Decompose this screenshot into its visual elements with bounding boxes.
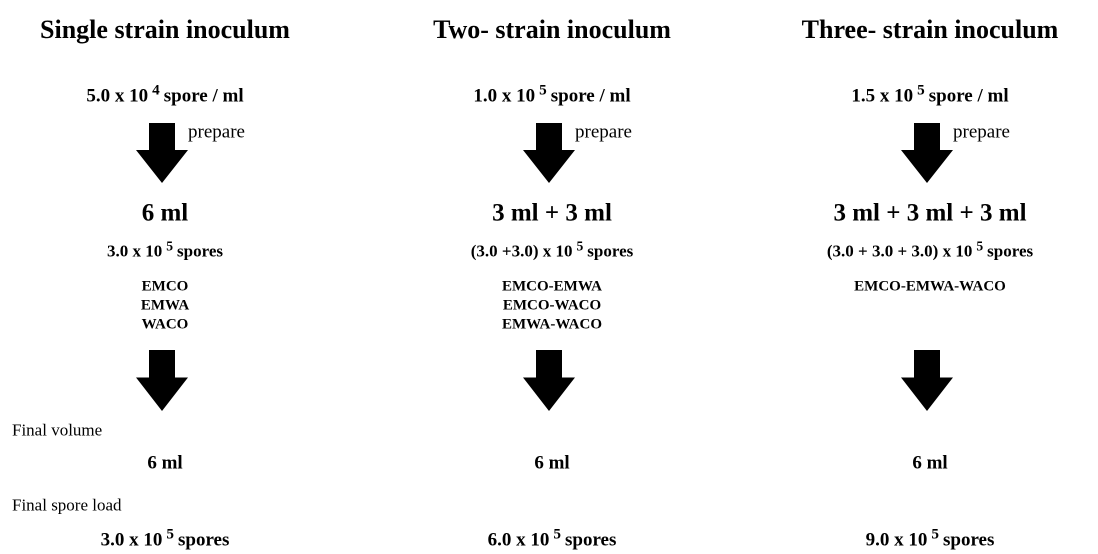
row-label: Final spore load — [12, 495, 122, 515]
final-spores-mantissa: 6.0 x 10 — [487, 529, 550, 551]
strain: WACO — [141, 316, 189, 333]
concentration-exponent: 5 — [539, 81, 547, 99]
strain: EMCO-WACO — [502, 297, 602, 314]
concentration: 1.5 x 10 5 spore / ml — [851, 83, 1009, 107]
concentration: 1.0 x 10 5 spore / ml — [473, 83, 631, 107]
column-title: Three- strain inoculum — [801, 15, 1059, 44]
arrow — [901, 123, 953, 183]
strain: EMCO-EMWA — [502, 278, 602, 295]
volume: 6 ml — [141, 199, 189, 227]
spore-count-unit: spores — [987, 241, 1034, 261]
strain: EMCO-EMWA-WACO — [854, 278, 1006, 295]
spore-count-unit: spores — [587, 241, 634, 261]
final-volume: 6 ml — [147, 452, 183, 474]
step-label: prepare — [188, 121, 245, 143]
arrow — [136, 350, 188, 411]
concentration-mantissa: 1.0 x 10 — [473, 85, 536, 107]
spore-count: (3.0 + 3.0 + 3.0) x 10 5 spores — [826, 239, 1034, 261]
final-spores-exponent: 5 — [553, 525, 561, 543]
concentration: 5.0 x 10 4 spore / ml — [86, 83, 244, 107]
column-title: Single strain inoculum — [40, 15, 290, 44]
volume: 3 ml + 3 ml + 3 ml — [833, 199, 1027, 227]
final-spores-exponent: 5 — [166, 525, 174, 543]
final-spores: 9.0 x 10 5 spores — [865, 527, 995, 551]
spore-count-exponent: 5 — [576, 238, 584, 254]
final-spores: 3.0 x 10 5 spores — [100, 527, 230, 551]
final-volume: 6 ml — [534, 452, 570, 474]
final-spores: 6.0 x 10 5 spores — [487, 527, 617, 551]
concentration-exponent: 5 — [917, 81, 925, 99]
column-title: Two- strain inoculum — [433, 15, 671, 44]
arrow — [136, 123, 188, 183]
final-spores-unit: spores — [564, 529, 617, 551]
spore-count-mantissa: (3.0 +3.0) x 10 — [470, 241, 573, 261]
spore-count: 3.0 x 10 5 spores — [106, 239, 224, 261]
final-spores-mantissa: 3.0 x 10 — [100, 529, 163, 551]
final-spores-exponent: 5 — [931, 525, 939, 543]
final-spores-mantissa: 9.0 x 10 — [865, 529, 928, 551]
final-spores-unit: spores — [177, 529, 230, 551]
spore-count-unit: spores — [177, 241, 224, 261]
spore-count-exponent: 5 — [166, 238, 174, 254]
concentration-mantissa: 1.5 x 10 — [851, 85, 914, 107]
spore-count: (3.0 +3.0) x 10 5 spores — [470, 239, 634, 261]
spore-count-mantissa: (3.0 + 3.0 + 3.0) x 10 — [826, 241, 973, 261]
final-spores-unit: spores — [942, 529, 995, 551]
row-label: Final volume — [12, 420, 103, 440]
spore-count-mantissa: 3.0 x 10 — [106, 241, 163, 261]
arrow — [523, 123, 575, 183]
spore-count-exponent: 5 — [976, 238, 984, 254]
concentration-exponent: 4 — [152, 81, 160, 99]
volume: 3 ml + 3 ml — [492, 199, 612, 227]
step-label: prepare — [575, 121, 632, 143]
arrow — [901, 350, 953, 411]
concentration-unit: spore / ml — [928, 85, 1009, 107]
arrow — [523, 350, 575, 411]
concentration-unit: spore / ml — [163, 85, 244, 107]
strain: EMWA — [140, 297, 190, 314]
concentration-unit: spore / ml — [550, 85, 631, 107]
strain: EMCO — [141, 278, 189, 295]
concentration-mantissa: 5.0 x 10 — [86, 85, 149, 107]
strain: EMWA-WACO — [502, 316, 602, 333]
step-label: prepare — [953, 121, 1010, 143]
final-volume: 6 ml — [912, 452, 948, 474]
